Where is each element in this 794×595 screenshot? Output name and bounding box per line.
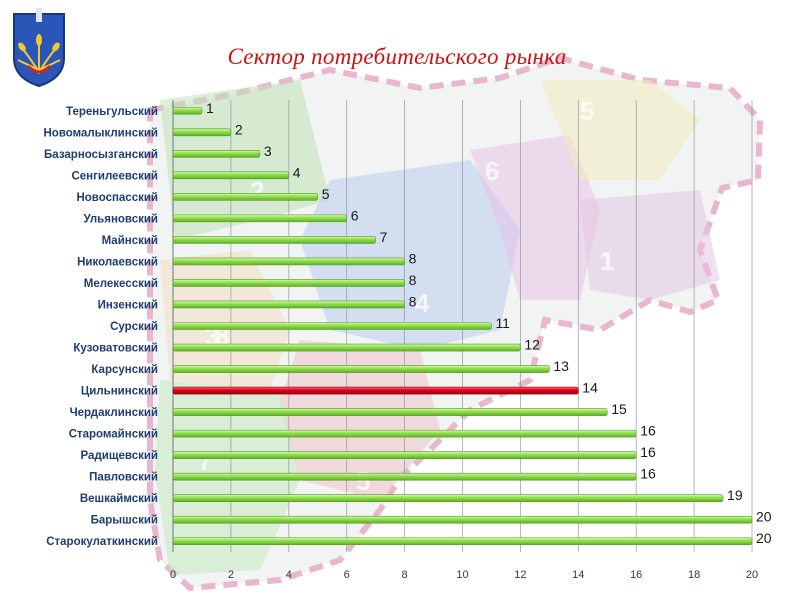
category-label: Кузоватовский <box>73 343 158 355</box>
x-tick-label: 6 <box>344 569 350 581</box>
bar <box>172 300 405 309</box>
data-label: 15 <box>611 401 627 417</box>
category-label: Карсунский <box>91 364 158 376</box>
map-region-number: 5 <box>580 96 594 126</box>
category-label: Цильнинский <box>81 386 158 398</box>
data-label: 8 <box>409 250 417 266</box>
bar <box>172 494 724 502</box>
category-label: Радищевский <box>81 450 158 462</box>
category-label: Чердаклинский <box>70 407 158 419</box>
category-label: Базарносызганский <box>44 149 158 161</box>
data-label: 2 <box>235 121 243 137</box>
category-label: Николаевский <box>77 256 158 268</box>
coat-of-arms-icon <box>13 8 65 88</box>
data-label: 20 <box>756 530 772 546</box>
x-tick-label: 2 <box>228 569 234 581</box>
bar <box>172 171 290 180</box>
bar <box>172 322 492 330</box>
category-label: Барышский <box>91 515 158 527</box>
data-label: 7 <box>380 229 388 245</box>
category-label: Новомалыклинский <box>43 127 158 139</box>
data-label: 16 <box>640 444 656 460</box>
category-label: Инзенский <box>98 299 158 311</box>
bar-highlight <box>172 386 579 395</box>
category-label: Ульяновский <box>83 213 158 225</box>
category-label: Тереньгульский <box>66 106 158 118</box>
data-label: 14 <box>582 380 598 396</box>
x-tick-label: 16 <box>630 569 642 581</box>
bar <box>172 343 521 352</box>
data-label: 5 <box>322 186 330 202</box>
bar <box>172 236 376 244</box>
category-label: Сенгилеевский <box>71 170 158 182</box>
x-tick-label: 8 <box>402 569 408 581</box>
data-label: 4 <box>293 164 301 180</box>
category-label: Новоспасский <box>76 192 158 204</box>
data-label: 16 <box>640 423 656 439</box>
category-label: Майнский <box>102 235 158 247</box>
data-label: 11 <box>495 315 510 331</box>
x-tick-label: 0 <box>170 569 176 581</box>
data-label: 6 <box>351 207 359 223</box>
map-region-number: 1 <box>600 246 614 276</box>
bar <box>172 537 753 546</box>
category-label: Старомайнский <box>69 429 158 441</box>
page-title: Сектор потребительского рынка <box>227 44 567 69</box>
data-label: 20 <box>756 509 772 525</box>
bar <box>172 451 637 459</box>
bar <box>172 365 550 373</box>
x-tick-label: 4 <box>286 569 292 581</box>
category-label: Вешкаймский <box>80 493 158 505</box>
category-label: Старокулаткинский <box>46 536 158 548</box>
bar <box>172 214 347 223</box>
bar <box>172 257 405 266</box>
bar <box>172 279 405 287</box>
category-label: Мелекесский <box>84 278 158 290</box>
map-region-number: 4 <box>415 288 430 318</box>
x-tick-label: 12 <box>514 569 526 581</box>
bar <box>172 128 232 137</box>
data-label: 16 <box>640 466 656 482</box>
bar <box>172 193 319 201</box>
x-tick-label: 20 <box>746 569 758 581</box>
data-label: 13 <box>553 358 569 374</box>
bar <box>172 429 637 438</box>
category-label: Павловский <box>89 472 158 484</box>
data-label: 19 <box>727 487 743 503</box>
x-tick-label: 18 <box>688 569 700 581</box>
bar <box>172 515 753 524</box>
data-label: 3 <box>264 143 272 159</box>
bar <box>172 150 261 158</box>
category-label: Сурский <box>110 321 158 333</box>
map-region-number: 6 <box>485 156 499 186</box>
data-label: 8 <box>409 272 417 288</box>
bar <box>172 472 637 481</box>
x-tick-label: 10 <box>456 569 468 581</box>
data-label: 8 <box>409 293 417 309</box>
x-tick-label: 14 <box>572 569 584 581</box>
data-label: 1 <box>206 100 214 116</box>
bar <box>172 408 608 416</box>
bar <box>172 106 203 115</box>
data-label: 12 <box>524 337 540 353</box>
